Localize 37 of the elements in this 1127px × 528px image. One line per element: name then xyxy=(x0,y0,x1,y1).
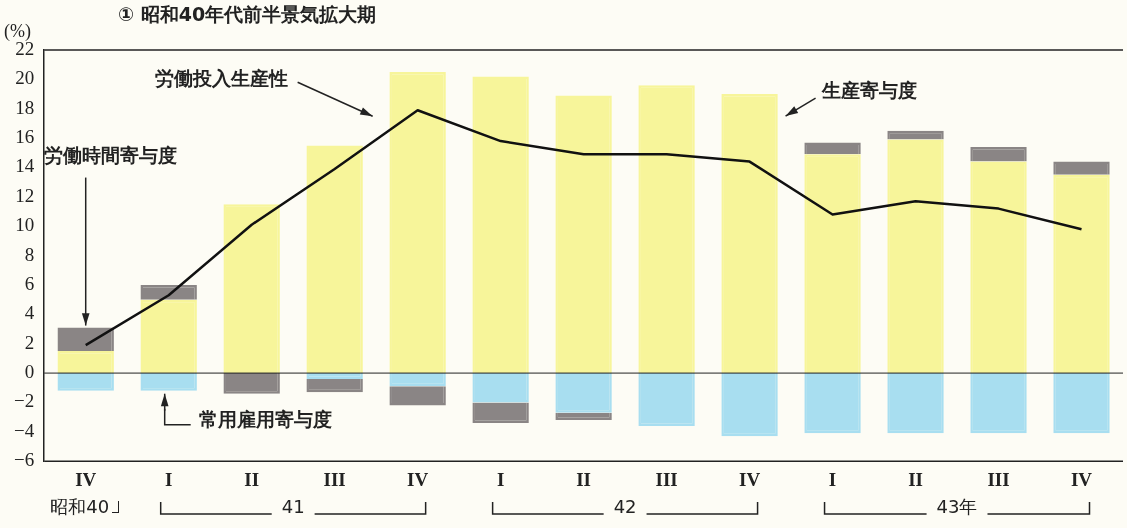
y-tick-label: −4 xyxy=(14,419,35,441)
x-tick-label: II xyxy=(244,468,260,490)
x-tick-label: II xyxy=(908,468,923,490)
y-tick-label: 18 xyxy=(15,96,35,118)
x-tick-label: IV xyxy=(739,468,761,490)
y-tick-label: 6 xyxy=(24,272,35,294)
text: 労働時間寄与度 xyxy=(43,144,177,167)
x-tick-label: III xyxy=(987,468,1010,490)
y-tick-label: 14 xyxy=(15,155,35,177)
y-tick-label: 8 xyxy=(24,243,35,265)
text: 42 xyxy=(613,495,637,517)
y-tick-label: 4 xyxy=(24,302,35,324)
text: 労働投入生産性 xyxy=(154,67,288,90)
chart-title: ① 昭和40年代前半景気拡大期 xyxy=(118,2,377,25)
y-tick-label: 0 xyxy=(24,361,35,383)
y-tick-label: 2 xyxy=(24,331,35,353)
x-tick-label: I xyxy=(164,468,173,490)
text: 41 xyxy=(281,495,305,517)
text: 43年 xyxy=(936,495,978,517)
y-tick-label: −2 xyxy=(14,390,35,412)
x-tick-label: II xyxy=(576,468,592,490)
y-tick-label: 12 xyxy=(15,184,35,206)
text: 生産寄与度 xyxy=(820,78,917,101)
y-tick-label: 16 xyxy=(15,126,35,148)
y-tick-label: 20 xyxy=(15,67,35,89)
x-tick-label: IV xyxy=(407,468,429,490)
x-tick-label: III xyxy=(655,468,678,490)
x-tick-label: IV xyxy=(75,468,97,490)
text: 昭和40 xyxy=(50,495,110,517)
y-tick-label: −6 xyxy=(14,449,35,471)
x-tick-label: IV xyxy=(1070,468,1093,490)
x-tick-label: I xyxy=(828,468,837,490)
y-tick-label: 10 xyxy=(15,214,35,236)
x-tick-label: I xyxy=(496,468,505,490)
y-axis-title: (%) xyxy=(4,20,31,42)
series-label: 常用雇用寄与度 xyxy=(198,407,332,430)
x-tick-label: III xyxy=(323,468,346,490)
